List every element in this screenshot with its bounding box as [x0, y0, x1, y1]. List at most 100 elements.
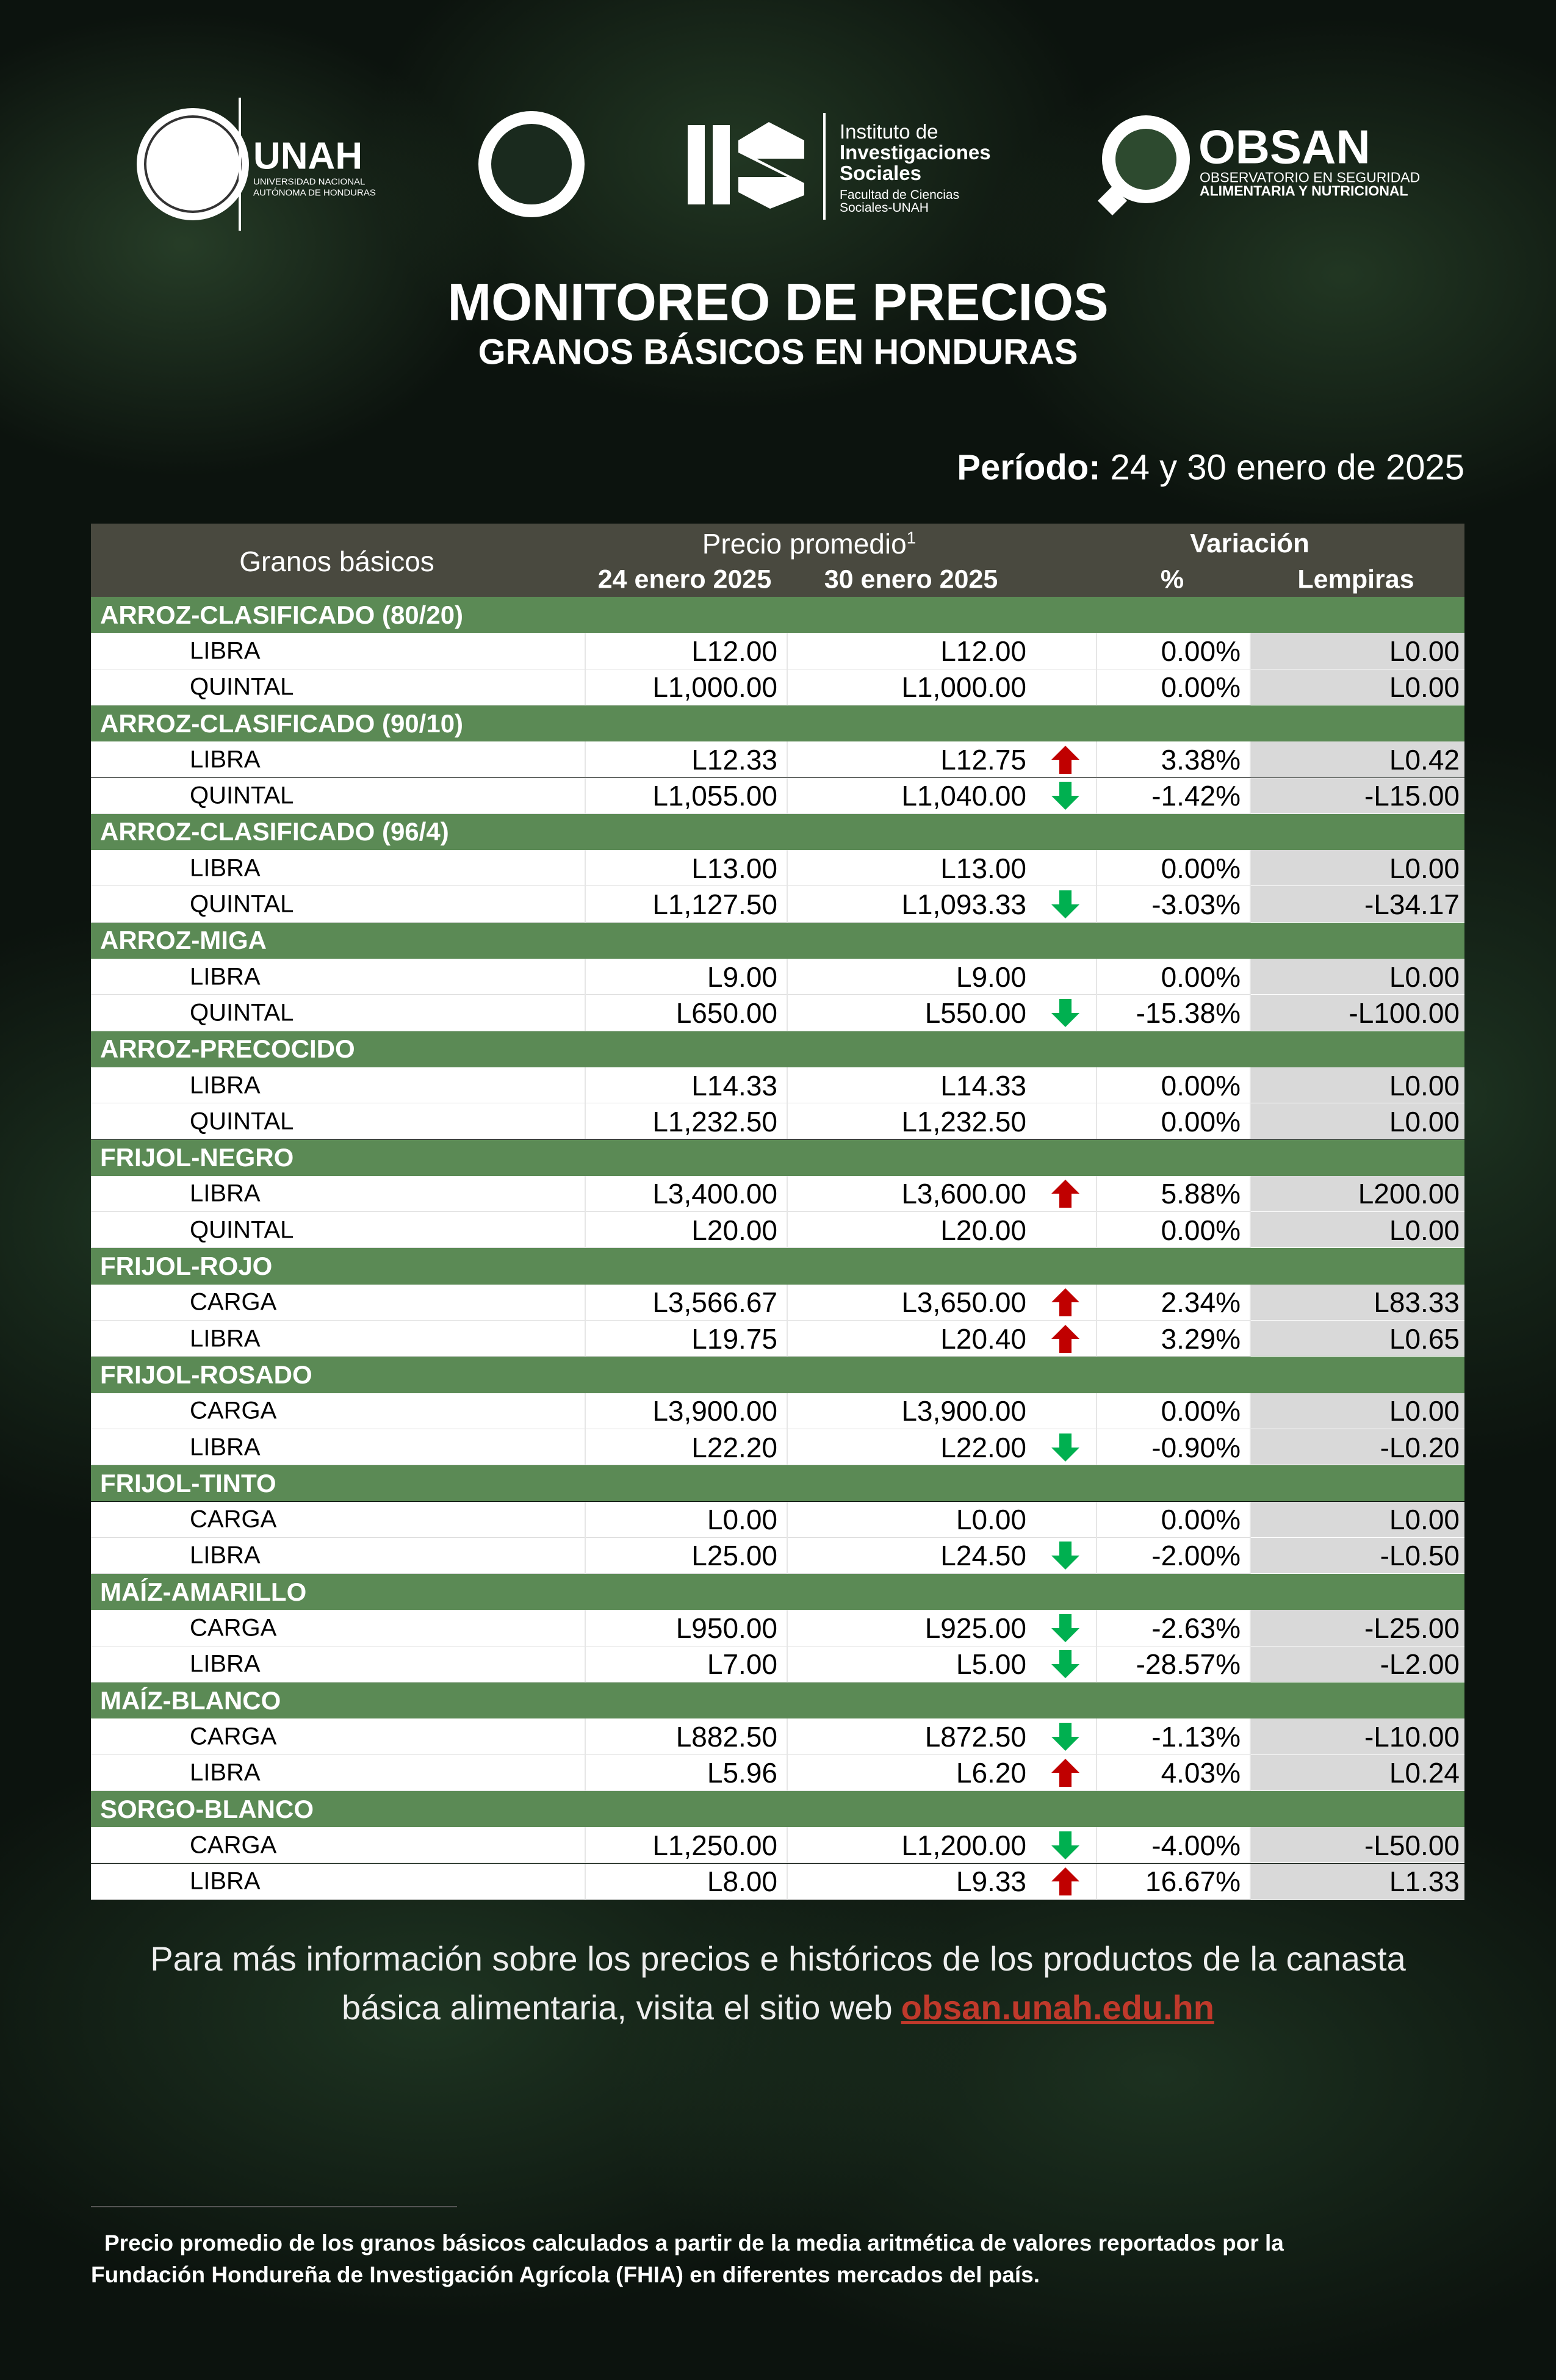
lempiras-bg: [1250, 741, 1464, 778]
row-bg: [91, 886, 1464, 923]
cell-divider: [787, 1754, 788, 1791]
lempiras: L0.00: [1389, 1069, 1460, 1102]
cell-divider: [1096, 1646, 1097, 1682]
cell-divider: [787, 777, 788, 814]
obsan-mark-core: [1115, 129, 1176, 190]
pct: 4.03%: [1161, 1757, 1241, 1789]
cell-divider: [585, 669, 586, 705]
unit: QUINTAL: [190, 782, 294, 809]
unit: LIBRA: [190, 1072, 261, 1099]
cell-divider: [1250, 995, 1251, 1031]
cell-divider: [787, 1718, 788, 1755]
group-name: FRIJOL-ROSADO: [100, 1360, 312, 1389]
unit: LIBRA: [190, 963, 261, 990]
cell-divider: [1250, 1501, 1251, 1538]
cell-divider: [585, 1537, 586, 1574]
price-1: L1,000.00: [652, 671, 777, 704]
lempiras-bg: [1250, 1321, 1464, 1357]
table-header-bg: [91, 524, 1464, 597]
price-1: L1,250.00: [652, 1829, 777, 1861]
price-1: L13.00: [691, 852, 777, 884]
group-name: MAÍZ-AMARILLO: [100, 1577, 307, 1606]
group-name: FRIJOL-ROJO: [100, 1252, 273, 1281]
unit: LIBRA: [190, 1867, 261, 1895]
price-2: L20.00: [940, 1214, 1026, 1246]
row-bg: [91, 1284, 1464, 1321]
row-bg: [91, 777, 1464, 814]
footnote: Precio promedio de los granos básicos ca…: [91, 2230, 1284, 2287]
cell-divider: [787, 1537, 788, 1574]
price-2: L14.33: [940, 1069, 1026, 1102]
pct: 0.00%: [1161, 1069, 1241, 1102]
cell-divider: [787, 1175, 788, 1213]
lempiras-bg: [1250, 1429, 1464, 1466]
unit: QUINTAL: [190, 673, 294, 701]
faculty-seal-core: [491, 124, 572, 204]
footer-link[interactable]: obsan.unah.edu.hn: [901, 1988, 1214, 2027]
cell-divider: [1250, 633, 1251, 669]
price-1: L12.33: [691, 743, 777, 776]
pct: 0.00%: [1161, 1395, 1241, 1427]
arrow-down: [1051, 1722, 1079, 1751]
row-bg: [91, 741, 1464, 778]
cell-divider: [1096, 886, 1097, 923]
lempiras: -L100.00: [1349, 997, 1460, 1029]
pct: 16.67%: [1145, 1866, 1241, 1898]
cell-divider: [585, 959, 586, 995]
pct: -0.90%: [1151, 1431, 1241, 1463]
cell-divider: [1250, 1646, 1251, 1682]
price-1: L8.00: [707, 1866, 777, 1898]
price-2: L0.00: [956, 1504, 1026, 1536]
price-1: L950.00: [675, 1612, 777, 1645]
cell-divider: [1096, 1610, 1097, 1646]
lempiras-bg: [1250, 777, 1464, 814]
lempiras: L0.24: [1389, 1757, 1460, 1789]
price-1: L20.00: [691, 1214, 777, 1246]
cell-divider: [1096, 1067, 1097, 1104]
cell-divider: [585, 850, 586, 887]
unit: QUINTAL: [190, 1216, 294, 1244]
col-pct: %: [1160, 564, 1184, 594]
unit: CARGA: [190, 1614, 277, 1642]
price-1: L882.50: [675, 1720, 777, 1753]
price-2: L1,040.00: [901, 780, 1026, 812]
cell-divider: [1250, 669, 1251, 705]
unit: QUINTAL: [190, 1108, 294, 1135]
row-bg: [91, 1827, 1464, 1864]
cell-divider: [787, 995, 788, 1031]
price-1: L3,400.00: [652, 1178, 777, 1210]
price-1: L0.00: [707, 1504, 777, 1536]
lempiras-bg: [1250, 995, 1464, 1031]
unah-name: UNAH: [253, 135, 363, 178]
price-1: L1,055.00: [652, 780, 777, 812]
cell-divider: [585, 1067, 586, 1104]
price-2: L1,000.00: [901, 671, 1026, 704]
lempiras: -L25.00: [1364, 1612, 1460, 1645]
arrow-up: [1051, 1867, 1079, 1896]
unah-seal: [137, 108, 249, 220]
cell-divider: [585, 1429, 586, 1466]
price-1: L3,900.00: [652, 1395, 777, 1427]
lempiras: -L15.00: [1364, 780, 1460, 812]
row-bg: [91, 850, 1464, 887]
price-2: L3,600.00: [901, 1178, 1026, 1210]
cell-divider: [1096, 777, 1097, 814]
cell-divider: [1250, 1718, 1251, 1755]
col-variation: Variación: [1190, 528, 1309, 558]
cell-divider: [585, 1863, 586, 1900]
lempiras-bg: [1250, 959, 1464, 995]
row-bg: [91, 1393, 1464, 1429]
lempiras: L0.00: [1389, 1105, 1460, 1138]
price-1: L25.00: [691, 1540, 777, 1572]
cell-divider: [1096, 669, 1097, 705]
arrow: [1050, 1432, 1081, 1463]
cell-divider: [787, 1393, 788, 1429]
pct: 3.29%: [1161, 1322, 1241, 1355]
price-1: L1,232.50: [652, 1105, 777, 1138]
col-date_2: 30 enero 2025: [824, 564, 998, 594]
lempiras: L0.00: [1389, 852, 1460, 884]
cell-divider: [787, 741, 788, 778]
pct: -15.38%: [1136, 997, 1241, 1029]
arrow: [1050, 889, 1081, 920]
